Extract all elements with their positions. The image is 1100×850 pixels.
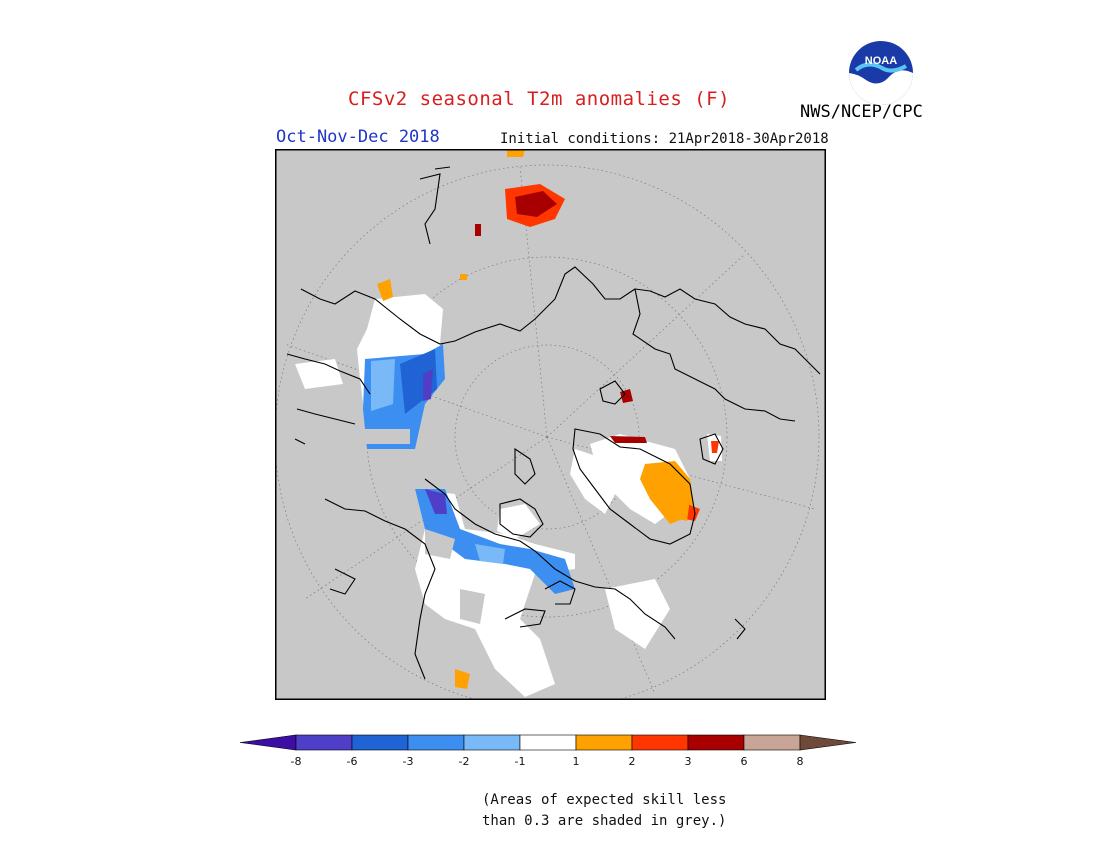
skill-note-line2: than 0.3 are shaded in grey.) bbox=[482, 813, 727, 829]
colorbar-arrow-high bbox=[799, 734, 857, 751]
colorbar-tick-label: -3 bbox=[403, 755, 414, 768]
colorbar-tick-label: -8 bbox=[291, 755, 302, 768]
anomaly-siberia bbox=[295, 279, 445, 449]
map-background bbox=[275, 149, 826, 700]
colorbar-arrow-low bbox=[239, 734, 297, 751]
colorbar-swatch bbox=[295, 734, 353, 751]
colorbar-legend: -8 -6 -3 -2 -1 1 2 3 6 8 bbox=[239, 734, 857, 768]
colorbar-swatch bbox=[463, 734, 521, 751]
colorbar-swatch bbox=[351, 734, 409, 751]
colorbar-swatch bbox=[631, 734, 689, 751]
colorbar-swatch bbox=[519, 734, 577, 751]
anomaly-europe bbox=[590, 434, 722, 524]
colorbar-tick-label: -1 bbox=[515, 755, 526, 768]
anomaly-north-america bbox=[415, 489, 670, 697]
initial-conditions-label: Initial conditions: 21Apr2018-30Apr2018 bbox=[500, 131, 829, 147]
polar-map bbox=[275, 149, 826, 700]
colorbar-tick-label: 8 bbox=[797, 755, 804, 768]
skill-note-line1: (Areas of expected skill less bbox=[482, 792, 727, 808]
colorbar-tick-label: -2 bbox=[459, 755, 470, 768]
colorbar-swatch bbox=[575, 734, 633, 751]
season-label: Oct-Nov-Dec 2018 bbox=[276, 127, 440, 147]
agency-label: NWS/NCEP/CPC bbox=[800, 102, 923, 122]
coastlines bbox=[286, 166, 821, 680]
colorbar-tick-label: 6 bbox=[741, 755, 748, 768]
colorbar-tick-label: -6 bbox=[347, 755, 358, 768]
map-title: CFSv2 seasonal T2m anomalies (F) bbox=[348, 88, 731, 110]
noaa-logo-text: NOAA bbox=[865, 55, 897, 67]
colorbar-tick-label: 1 bbox=[573, 755, 580, 768]
skill-note: (Areas of expected skill less than 0.3 a… bbox=[482, 790, 726, 832]
colorbar-swatch bbox=[687, 734, 745, 751]
noaa-logo: NOAA bbox=[849, 41, 913, 105]
colorbar-tick-label: 2 bbox=[629, 755, 636, 768]
map-frame bbox=[275, 149, 826, 700]
anomaly-pacific bbox=[460, 149, 633, 403]
colorbar-swatch bbox=[407, 734, 465, 751]
colorbar-tick-label: 3 bbox=[685, 755, 692, 768]
colorbar-swatch bbox=[743, 734, 801, 751]
